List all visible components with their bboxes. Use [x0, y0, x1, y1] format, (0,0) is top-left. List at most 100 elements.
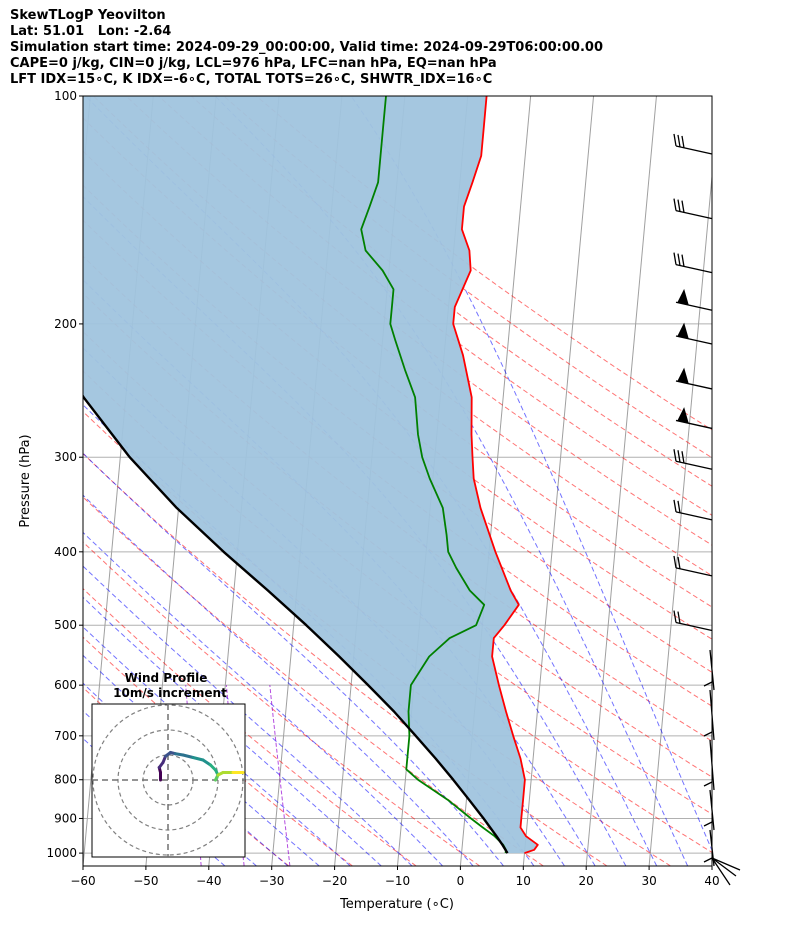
moist-adiabat-line	[83, 195, 627, 866]
isotherm-line	[648, 171, 712, 866]
isotherm-line	[585, 96, 657, 866]
cin-shading-area	[83, 96, 538, 854]
x-tick-label: 20	[579, 874, 594, 888]
y-tick-label: 300	[54, 450, 77, 464]
wind-barb	[675, 407, 713, 430]
title-line-4: CAPE=0 j/kg, CIN=0 j/kg, LCL=976 hPa, LF…	[10, 56, 497, 71]
wind-barb	[673, 449, 713, 470]
wind-barb-feather	[703, 821, 713, 827]
wind-barb-flag	[677, 288, 689, 305]
temperature-line	[452, 96, 539, 854]
title-line-3: Simulation start time: 2024-09-29_00:00:…	[10, 40, 603, 55]
title-line-5: LFT IDX=15∘C, K IDX=-6∘C, TOTAL TOTS=26∘…	[10, 72, 493, 87]
dry-adiabat-line	[83, 496, 544, 866]
moist-adiabat-line	[85, 96, 658, 866]
hodograph-trace-segment	[201, 758, 212, 767]
x-tick-label: −40	[196, 874, 221, 888]
y-axis-ticks: 1000 900 800 700 600 500 400 300 200 100	[46, 89, 83, 860]
cin-shading	[83, 96, 538, 854]
moist-adiabat-line	[83, 626, 351, 866]
dry-adiabat-line	[83, 587, 417, 866]
x-tick-label: −30	[259, 874, 284, 888]
wind-barb-feather	[673, 499, 677, 513]
wind-barb-feather	[681, 135, 685, 149]
wind-barb-feather	[677, 500, 681, 514]
parcel-path-line	[83, 394, 509, 854]
wind-barb-staff	[675, 567, 713, 577]
y-tick-label: 200	[54, 317, 77, 331]
wind-barb-feather	[677, 450, 681, 463]
wind-barb-feather	[673, 449, 677, 462]
wind-barb-flag	[677, 407, 689, 424]
x-axis-ticks: −60 −50 −40 −30 −20 −10 0 10 20 30 40	[70, 866, 720, 888]
wind-barb-staff	[675, 335, 713, 345]
wind-barb-feather	[703, 681, 713, 687]
wind-barb-feather	[673, 133, 677, 147]
wind-barb	[675, 367, 713, 390]
dry-adiabat-line	[255, 96, 712, 431]
wind-barb-flag	[677, 322, 689, 339]
wind-barb-feather	[677, 611, 681, 624]
wind-barb-flag	[677, 367, 689, 384]
x-tick-label: −50	[133, 874, 158, 888]
wind-barb-staff	[675, 264, 713, 274]
dewpoint-line	[360, 96, 507, 854]
wind-barb	[673, 252, 713, 274]
x-tick-label: −10	[385, 874, 410, 888]
wind-barb-feather	[681, 254, 685, 267]
x-tick-label: −20	[322, 874, 347, 888]
wind-barb-feather	[673, 252, 677, 265]
wind-barb-feather	[681, 451, 685, 464]
dry-adiabat-line	[83, 636, 353, 866]
x-tick-label: 0	[457, 874, 465, 888]
dry-adiabat-line	[158, 96, 712, 516]
x-tick-label: 40	[704, 874, 719, 888]
wind-barb-staff	[675, 460, 713, 470]
wind-barb-feather	[677, 199, 681, 212]
y-tick-label: 900	[54, 811, 77, 825]
wind-barb-feather	[677, 134, 681, 148]
wind-barb-staff	[675, 145, 713, 155]
wind-barb-staff	[675, 301, 713, 311]
chart-header: SkewTLogP Yeovilton Lat: 51.01 Lon: -2.64…	[10, 8, 603, 88]
y-tick-label: 400	[54, 545, 77, 559]
wind-barb	[673, 133, 713, 155]
y-tick-label: 100	[54, 89, 77, 103]
wind-barb	[673, 610, 713, 632]
wind-barb-feather	[681, 200, 685, 213]
wind-barb-feather	[673, 198, 677, 211]
x-tick-label: 30	[641, 874, 656, 888]
y-tick-label: 1000	[46, 846, 77, 860]
y-tick-label: 800	[54, 773, 77, 787]
wind-barb-feather	[673, 555, 677, 569]
hodograph-plot	[92, 704, 245, 857]
hodograph: Wind Profile 10m/s increment	[91, 671, 246, 858]
dry-adiabat-line	[83, 541, 481, 866]
hodograph-trace-segment	[191, 756, 205, 762]
wind-barb-feather	[703, 857, 713, 863]
wind-barb	[675, 322, 713, 345]
mixing-ratio-line	[269, 685, 291, 866]
wind-barb	[673, 555, 713, 577]
isotherm-line	[775, 96, 794, 866]
y-tick-label: 600	[54, 678, 77, 692]
x-axis-label: Temperature (∘C)	[339, 897, 454, 912]
wind-barb-staff	[675, 380, 713, 390]
x-tick-label: −60	[70, 874, 95, 888]
wind-barb-feather	[677, 556, 681, 570]
y-axis-label: Pressure (hPa)	[18, 434, 33, 527]
wind-barb	[673, 499, 713, 521]
title-line-1: SkewTLogP Yeovilton	[10, 8, 166, 23]
wind-barb-staff	[675, 621, 713, 632]
wind-barb-staff	[675, 209, 713, 220]
wind-barb-feather	[673, 610, 677, 623]
wind-barb-feather	[703, 731, 713, 737]
moist-adiabat-line	[83, 531, 443, 866]
hodograph-trace-segment	[181, 753, 195, 759]
hodograph-subtitle: 10m/s increment	[113, 686, 227, 700]
wind-barb	[673, 198, 713, 220]
title-line-2: Lat: 51.01 Lon: -2.64	[10, 24, 172, 39]
isotherm-line	[522, 96, 595, 866]
wind-barbs	[673, 133, 741, 886]
